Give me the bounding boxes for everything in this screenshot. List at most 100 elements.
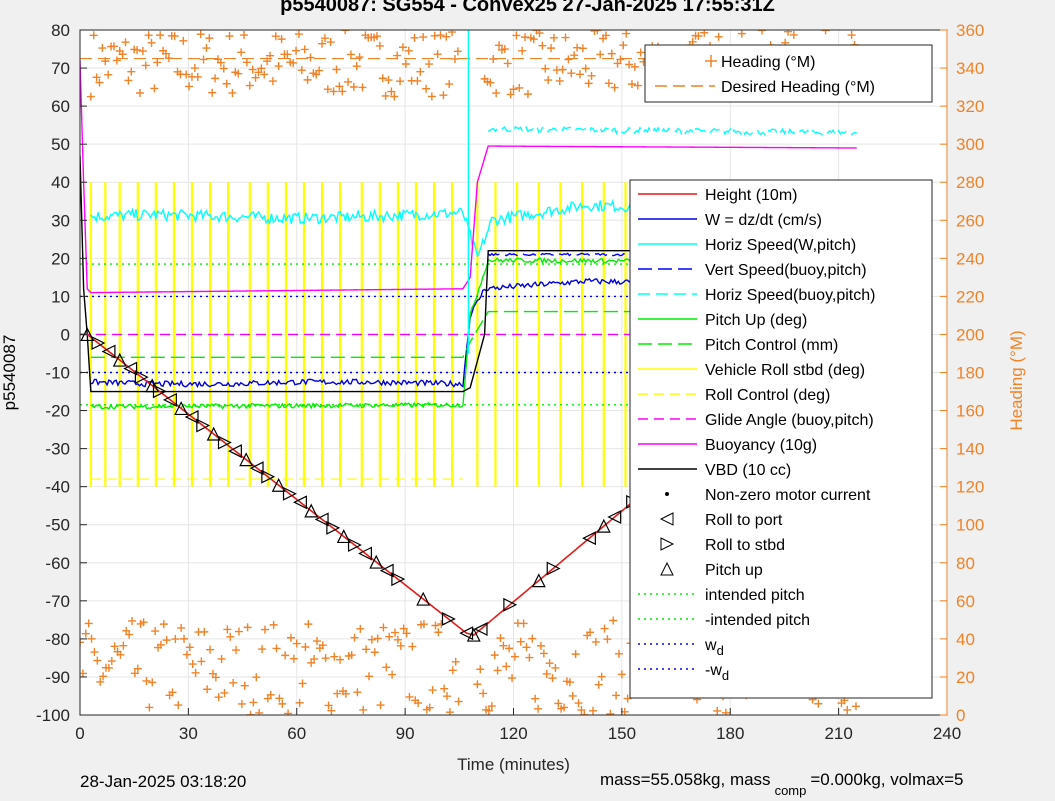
heading-point <box>713 706 722 715</box>
heading-point <box>610 83 619 92</box>
heading-point <box>151 627 160 636</box>
heading-point <box>510 652 519 661</box>
heading-point <box>135 89 144 98</box>
heading-point <box>627 80 636 89</box>
y2-tick-label: 220 <box>956 287 984 306</box>
heading-point <box>185 643 194 652</box>
heading-point <box>295 698 304 707</box>
heading-point <box>318 39 327 48</box>
heading-point <box>604 79 613 88</box>
heading-point <box>414 699 423 708</box>
heading-point <box>202 44 211 53</box>
heading-point <box>454 697 463 706</box>
heading-point <box>396 77 405 86</box>
heading-point <box>630 62 639 71</box>
heading-point <box>410 33 419 42</box>
heading-point <box>127 67 136 76</box>
motor-marker <box>607 510 622 524</box>
heading-point <box>303 75 312 84</box>
heading-point <box>228 88 237 97</box>
heading-point <box>370 648 379 657</box>
heading-point <box>81 629 90 638</box>
heading-point <box>534 704 543 713</box>
heading-point <box>248 65 257 74</box>
heading-point <box>156 31 165 40</box>
heading-point <box>372 32 381 41</box>
heading-point <box>223 625 232 634</box>
heading-point <box>365 672 373 681</box>
heading-point <box>401 60 410 69</box>
heading-point <box>376 701 385 710</box>
y2-tick-label: 280 <box>956 173 984 192</box>
heading-point <box>90 648 99 657</box>
heading-point <box>387 87 396 96</box>
heading-point <box>518 46 527 55</box>
legend-symbol <box>665 492 669 496</box>
heading-point <box>555 76 564 85</box>
heading-point <box>220 688 229 697</box>
heading-point <box>216 58 225 67</box>
motor-marker <box>441 611 456 626</box>
legend-symbol <box>659 512 674 526</box>
heading-point <box>243 623 252 632</box>
legend-label: W = dz/dt (cm/s) <box>705 212 822 229</box>
heading-point <box>335 82 344 91</box>
heading-point <box>208 88 217 97</box>
heading-point <box>330 652 339 661</box>
legend-label: Pitch Control (mm) <box>705 337 838 354</box>
heading-point <box>109 42 118 51</box>
heading-point <box>217 654 226 663</box>
heading-point <box>789 30 798 39</box>
heading-point <box>353 688 362 697</box>
motor-marker <box>358 546 372 561</box>
y-tick-label: -90 <box>45 668 70 687</box>
motor-marker <box>239 452 254 467</box>
motor-marker <box>369 554 384 569</box>
heading-point <box>124 76 133 85</box>
motor-marker <box>391 572 406 587</box>
heading-point <box>258 645 267 654</box>
heading-point <box>419 620 428 629</box>
y-tick-label: 0 <box>61 325 70 344</box>
heading-point <box>125 630 134 639</box>
heading-point <box>486 78 495 87</box>
heading-point <box>341 689 350 698</box>
heading-point <box>159 620 168 629</box>
heading-point <box>304 620 313 629</box>
legend-label: Pitch up <box>705 562 763 579</box>
heading-point <box>249 698 258 707</box>
heading-point <box>523 90 532 99</box>
motor-marker <box>546 561 561 576</box>
heading-point <box>622 30 631 38</box>
y-tick-label: -80 <box>45 630 70 649</box>
heading-point <box>347 651 356 660</box>
heading-point <box>502 662 511 671</box>
heading-point <box>422 84 431 93</box>
motor-marker <box>531 573 546 588</box>
heading-point <box>617 670 626 679</box>
heading-point <box>843 705 852 714</box>
heading-point <box>570 51 579 60</box>
heading-point <box>614 649 623 658</box>
heading-point <box>269 620 278 629</box>
heading-point <box>87 634 96 643</box>
heading-point <box>541 64 550 73</box>
heading-point <box>384 76 393 85</box>
heading-point <box>508 674 517 683</box>
heading-point <box>476 665 485 674</box>
heading-point <box>388 670 397 679</box>
heading-point <box>385 632 394 641</box>
heading-point <box>193 72 202 81</box>
heading-point <box>107 657 116 666</box>
heading-point <box>390 92 399 101</box>
heading-point <box>492 89 501 98</box>
heading-point <box>396 641 405 650</box>
y-tick-label: 50 <box>51 135 70 154</box>
heading-point <box>512 31 521 40</box>
heading-point <box>536 641 545 650</box>
heading-point <box>338 87 347 96</box>
heading-point <box>607 49 616 58</box>
y2-tick-label: 60 <box>956 592 975 611</box>
y2-tick-label: 160 <box>956 402 984 421</box>
